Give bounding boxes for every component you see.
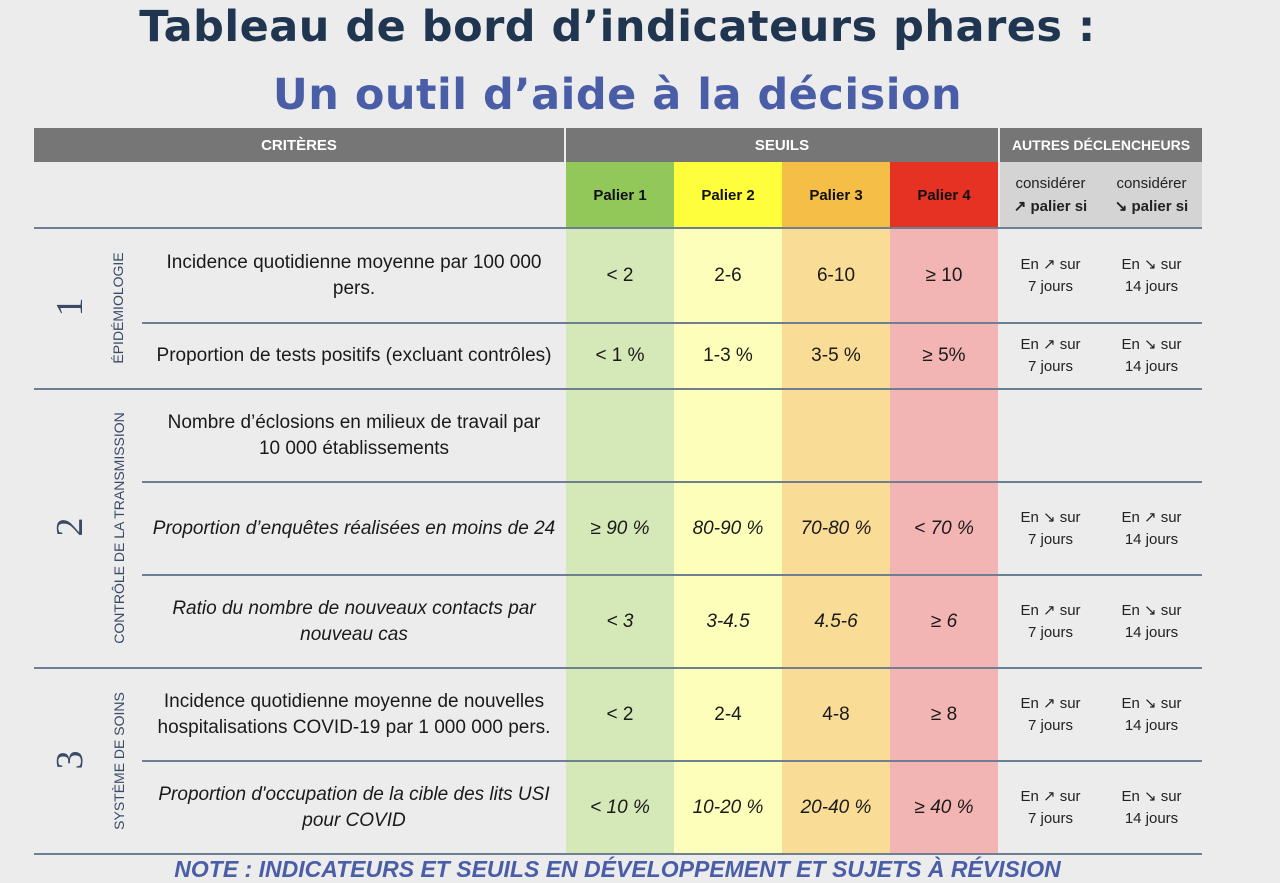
value-r5-p1: < 2 [606,703,634,725]
value-r0-p2: 2-6 [714,264,742,286]
palier-3-column [782,162,890,854]
palier-3-header: Palier 3 [782,162,890,228]
criterion-2: Nombre d’éclosions en milieux de travail… [167,411,541,459]
palier-1-header: Palier 1 [566,162,674,228]
trigger-up-r5: En ↗ sur 7 jours [1020,694,1081,734]
palier-1-column [566,162,674,854]
autres-up-header: considérer ↗ palier si [1013,175,1088,215]
section-1-number: 1 [49,297,91,317]
trigger-down-r0: En ↘ sur 14 jours [1121,255,1182,295]
header-seuils: SEUILS [566,128,998,162]
trigger-down-r5: En ↘ sur 14 jours [1121,694,1182,734]
value-r1-p2: 1-3 % [703,345,753,366]
criterion-4: Ratio du nombre de nouveaux contacts par… [172,597,536,645]
value-r4-p4: ≥ 6 [930,610,958,632]
criterion-0: Incidence quotidienne moyenne par 100 00… [166,251,542,299]
autres-down-header: considérer ↘ palier si [1114,175,1189,215]
value-r5-p3: 4-8 [822,703,850,725]
value-r0-p1: < 2 [606,264,634,286]
title-line-1: Tableau de bord d’indicateurs phares : [139,2,1096,52]
section-1-label: ÉPIDÉMIOLOGIE [110,252,126,364]
palier-2-column [674,162,782,854]
trigger-down-r3: En ↗ sur 14 jours [1121,508,1182,548]
trigger-down-r4: En ↘ sur 14 jours [1121,601,1182,641]
value-r3-p2: 80-90 % [692,517,764,539]
palier-4-column [890,162,998,854]
value-r6-p4: ≥ 40 % [914,796,974,818]
value-r3-p4: < 70 % [914,517,974,539]
autres-header-bg [1000,162,1202,228]
value-r0-p4: ≥ 10 [925,264,963,286]
value-r6-p3: 20-40 % [800,796,872,818]
value-r5-p2: 2-4 [714,703,742,725]
value-r0-p3: 6-10 [816,264,856,286]
header-autres: AUTRES DÉCLENCHEURS [1000,128,1202,162]
section-2-label: CONTRÔLE DE LA TRANSMISSION [111,412,127,644]
value-r6-p2: 10-20 % [692,796,764,818]
trigger-up-r1: En ↗ sur 7 jours [1020,336,1081,375]
palier-2-header: Palier 2 [674,162,782,228]
section-3-label: SYSTÈME DE SOINS [111,692,127,830]
criterion-3: Proportion d’enquêtes réalisées en moins… [152,517,556,539]
criterion-1: Proportion de tests positifs (excluant c… [156,345,552,366]
title-line-2: Un outil d’aide à la décision [272,70,963,120]
value-r3-p1: ≥ 90 % [590,517,650,539]
divider [142,760,1202,762]
value-r4-p2: 3-4.5 [706,610,750,632]
divider [34,853,1202,855]
section-3-number: 3 [49,750,91,770]
trigger-up-r4: En ↗ sur 7 jours [1020,601,1081,641]
value-r4-p3: 4.5-6 [814,610,858,632]
divider [34,388,1202,390]
value-r6-p1: < 10 % [590,796,650,818]
criterion-6: Proportion d'occupation de la cible des … [158,783,550,831]
palier-4-header: Palier 4 [890,162,998,228]
value-r1-p1: < 1 % [595,345,645,366]
criterion-5: Incidence quotidienne moyenne de nouvell… [157,690,551,738]
divider [142,481,1202,483]
section-2-number: 2 [49,517,91,537]
value-r5-p4: ≥ 8 [930,703,958,725]
divider [34,227,1202,229]
value-r1-p3: 3-5 % [811,345,861,366]
trigger-up-r3: En ↘ sur 7 jours [1020,508,1081,548]
value-r4-p1: < 3 [606,610,634,632]
trigger-down-r1: En ↘ sur 14 jours [1121,336,1182,375]
trigger-up-r0: En ↗ sur 7 jours [1020,255,1081,295]
value-r3-p3: 70-80 % [800,517,872,539]
divider [142,322,1202,324]
trigger-up-r6: En ↗ sur 7 jours [1020,787,1081,827]
divider [34,667,1202,669]
trigger-down-r6: En ↘ sur 14 jours [1121,787,1182,827]
divider [142,574,1202,576]
header-criteres: CRITÈRES [34,128,564,162]
footnote: NOTE : INDICATEURS ET SEUILS EN DÉVELOPP… [174,856,1061,882]
value-r1-p4: ≥ 5% [922,345,966,366]
